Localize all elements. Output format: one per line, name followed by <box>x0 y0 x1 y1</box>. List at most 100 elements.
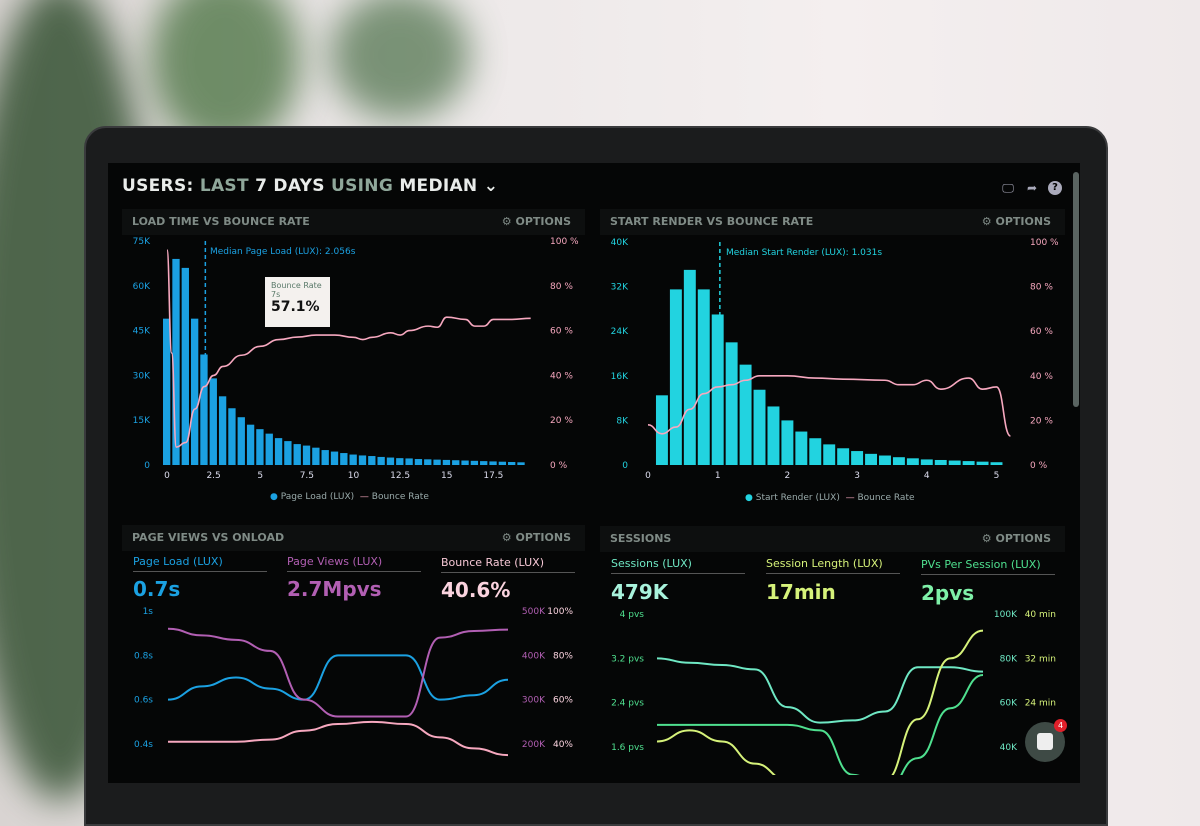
notification-badge: 4 <box>1054 719 1067 732</box>
bar <box>163 318 171 465</box>
bar <box>480 461 488 465</box>
y-tick-label: 0 <box>622 461 628 471</box>
panel-header-sessions: SESSIONS ⚙ OPTIONS <box>600 526 1065 552</box>
y-tick-label: 75K <box>133 237 151 247</box>
kpi-session-length-value: 17min <box>766 580 836 604</box>
y-tick-label: 2.4 pvs <box>611 699 644 709</box>
bar <box>284 441 292 465</box>
kpi-bounce-value: 40.6% <box>441 578 511 602</box>
y-tick-label: 0.6s <box>134 696 153 706</box>
kpi-page-load-label: Page Load (LUX) <box>133 555 267 572</box>
bar <box>879 455 891 465</box>
panel-header-load-time: LOAD TIME VS BOUNCE RATE ⚙ OPTIONS <box>122 209 585 235</box>
bar <box>934 459 947 465</box>
chevron-down-icon[interactable]: ⌄ <box>483 176 499 196</box>
bar <box>795 431 808 465</box>
bar <box>181 267 189 465</box>
options-label: OPTIONS <box>995 532 1052 545</box>
y2-tick-label: 40 % <box>550 371 573 381</box>
y2-tick-label: 40K <box>1000 743 1018 753</box>
panel-title: LOAD TIME VS BOUNCE RATE <box>132 215 310 228</box>
y3-tick-label: 24 min <box>1025 699 1056 709</box>
bar <box>218 396 227 465</box>
bounce-rate-line <box>647 374 1012 437</box>
median-annotation: Median Start Render (LUX): 1.031s <box>726 248 883 258</box>
y2-tick-label: 80K <box>1000 654 1018 664</box>
bar <box>368 456 376 465</box>
options-button[interactable]: ⚙ OPTIONS <box>981 215 1051 228</box>
bar <box>767 406 780 465</box>
x-tick-label: 2 <box>785 471 791 481</box>
series-line <box>656 657 984 724</box>
dashboard-screen <box>108 163 1080 783</box>
bar <box>358 455 367 465</box>
bar <box>396 458 404 465</box>
kpi-pvs-label: PVs Per Session (LUX) <box>921 558 1055 575</box>
bar <box>321 450 329 465</box>
x-tick-label: 5 <box>257 471 263 481</box>
monitor-icon[interactable]: 🖵 <box>1002 181 1014 195</box>
bar <box>470 460 479 465</box>
bar <box>209 378 217 465</box>
plant-leaf <box>150 0 300 150</box>
y2-tick-label: 80 % <box>550 282 573 292</box>
panel-title: SESSIONS <box>610 532 672 545</box>
bar <box>433 459 441 465</box>
y2-tick-label: 100 % <box>1030 238 1059 248</box>
bar <box>424 459 432 465</box>
kpi-sessions-label: Sessions (LUX) <box>611 557 745 574</box>
bar <box>739 364 752 465</box>
x-tick-label: 15 <box>441 471 452 481</box>
options-button[interactable]: ⚙ OPTIONS <box>501 215 572 228</box>
bar <box>906 458 919 465</box>
bar <box>349 454 357 465</box>
share-icon[interactable]: ➦ <box>1026 181 1038 195</box>
bar <box>990 462 1003 465</box>
y-tick-label: 16K <box>611 372 629 382</box>
bar <box>274 438 283 465</box>
series-line <box>656 629 984 775</box>
kpi-page-views-label: Page Views (LUX) <box>287 555 421 572</box>
bar <box>655 395 668 465</box>
scrollbar[interactable] <box>1073 172 1079 407</box>
y2-tick-label: 100K <box>994 610 1018 620</box>
y-tick-label: 45K <box>133 327 151 337</box>
x-tick-label: 3 <box>854 471 860 481</box>
legend-item: Bounce Rate <box>371 492 429 502</box>
title-median: MEDIAN <box>399 176 478 196</box>
legend: ● Start Render (LUX) — Bounce Rate <box>745 493 915 503</box>
help-icon[interactable]: ? <box>1048 181 1062 195</box>
bar <box>851 451 864 465</box>
bar <box>669 289 682 465</box>
series-line <box>656 673 984 775</box>
x-tick-label: 10 <box>348 471 360 481</box>
kpi-page-views-value: 2.7Mpvs <box>287 577 382 601</box>
bar <box>237 417 245 465</box>
bar <box>837 448 850 465</box>
bar <box>405 458 413 465</box>
options-button[interactable]: ⚙ OPTIONS <box>501 531 571 544</box>
bar <box>442 459 451 465</box>
chat-button[interactable]: 4 <box>1025 719 1067 762</box>
y-tick-label: 40K <box>611 238 629 248</box>
bar <box>948 460 961 465</box>
options-label: OPTIONS <box>515 215 572 228</box>
panel-title: PAGE VIEWS VS ONLOAD <box>132 531 285 544</box>
bar <box>697 289 710 465</box>
options-button[interactable]: ⚙ OPTIONS <box>981 532 1052 545</box>
dashboard-title[interactable]: USERS: LAST 7 DAYS USING MEDIAN ⌄ <box>122 176 498 196</box>
y2-tick-label: 200K <box>522 740 546 750</box>
legend-item: Page Load (LUX) <box>280 492 355 502</box>
median-annotation: Median Page Load (LUX): 2.056s <box>210 247 356 257</box>
bar <box>190 318 199 465</box>
y2-tick-label: 400K <box>522 651 546 661</box>
series-line <box>167 627 509 718</box>
y-tick-label: 1.6 pvs <box>611 743 644 753</box>
y-tick-label: 30K <box>133 371 151 381</box>
title-users: USERS: <box>122 176 194 196</box>
bar <box>823 444 836 465</box>
bar <box>228 408 236 465</box>
x-tick-label: 2.5 <box>206 471 220 481</box>
bar <box>753 389 766 465</box>
